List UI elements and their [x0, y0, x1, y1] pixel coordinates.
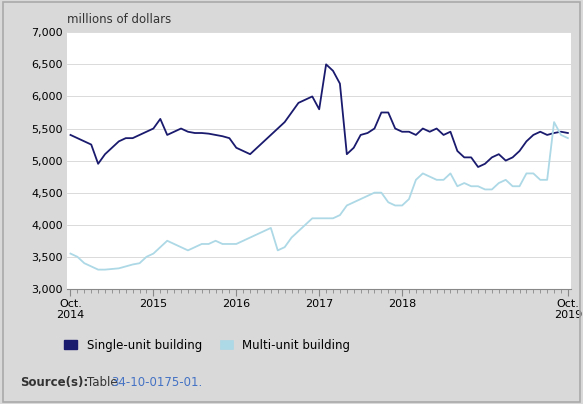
Text: 34-10-0175-01.: 34-10-0175-01. — [111, 376, 202, 389]
Text: Source(s):: Source(s): — [20, 376, 89, 389]
Legend: Single-unit building, Multi-unit building: Single-unit building, Multi-unit buildin… — [64, 339, 350, 351]
Text: Table: Table — [87, 376, 122, 389]
Text: millions of dollars: millions of dollars — [67, 13, 171, 26]
